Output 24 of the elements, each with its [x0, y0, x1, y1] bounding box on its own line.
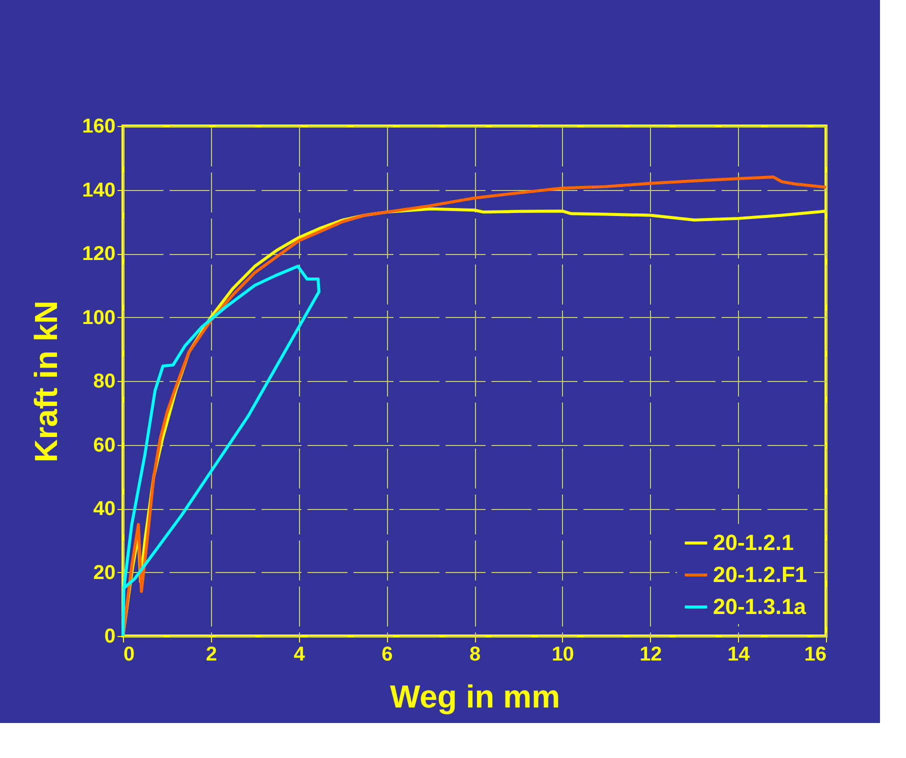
y-tick-label: 100 [82, 306, 116, 329]
x-tick-label: 10 [552, 644, 574, 666]
x-tick-label: 16 [804, 644, 826, 666]
x-tick-label: 4 [294, 644, 306, 666]
y-tick-label: 40 [93, 498, 116, 520]
y-tick-label: 0 [104, 626, 116, 648]
x-tick-label: 0 [124, 644, 135, 666]
y-tick-label: 160 [82, 116, 116, 138]
x-axis-title: Weg in mm [390, 678, 560, 714]
x-tick-label: 6 [382, 644, 393, 666]
y-tick-label: 20 [93, 562, 116, 584]
y-tick-label: 140 [82, 179, 116, 202]
y-tick-label: 80 [93, 370, 116, 392]
y-tick-label: 120 [82, 243, 116, 265]
x-tick-label: 12 [640, 644, 662, 666]
x-tick-label: 14 [728, 644, 751, 666]
line-series [122, 264, 320, 638]
x-tick-label: 8 [469, 644, 481, 666]
legend-label: 20-1.2.1 [713, 530, 794, 555]
legend-label: 20-1.2.F1 [713, 562, 808, 587]
x-tick-label: 2 [206, 644, 217, 666]
legend-label: 20-1.3.1a [713, 594, 807, 619]
y-tick-label: 60 [93, 434, 116, 456]
y-axis-title: Kraft in kN [28, 300, 64, 462]
